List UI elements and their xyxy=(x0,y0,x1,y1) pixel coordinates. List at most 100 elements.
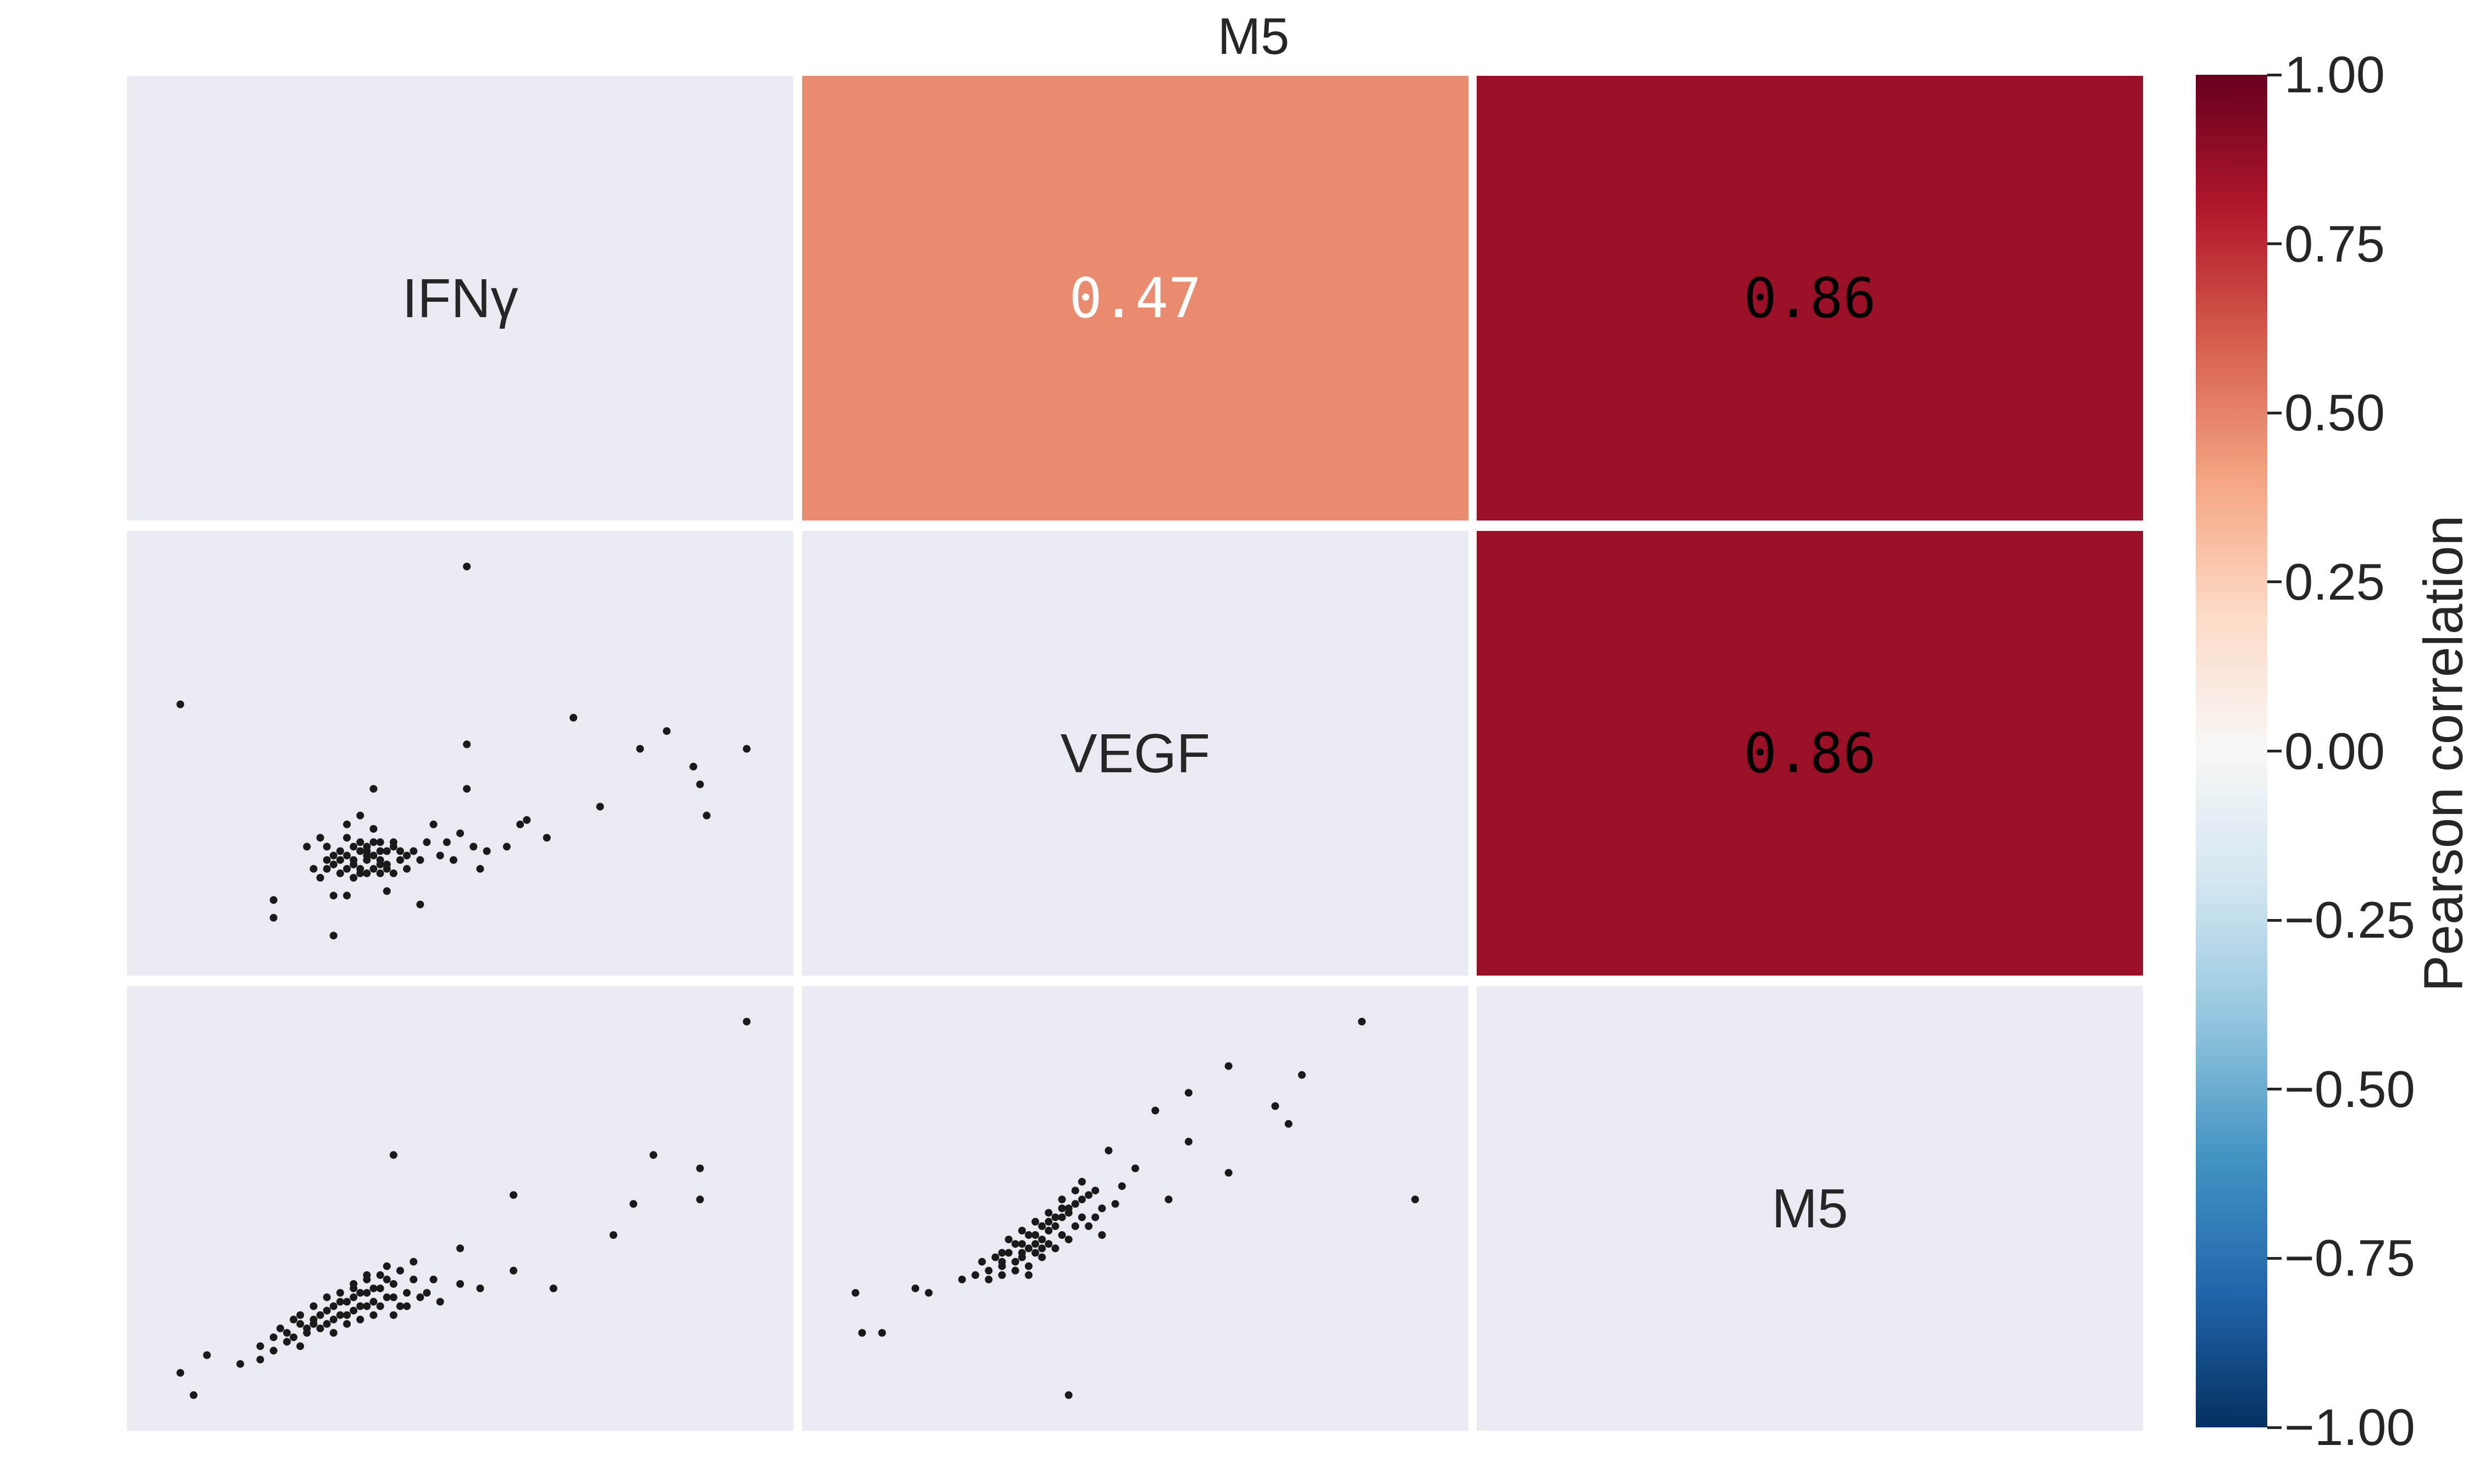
colorbar-tick-label-0: 1.00 xyxy=(2284,46,2385,103)
scatter-point-ifng-m5-37 xyxy=(356,1302,365,1310)
scatter-point-ifng-vegf-32 xyxy=(502,843,511,851)
scatter-point-vegf-m5-46 xyxy=(1025,1262,1033,1270)
scatter-point-vegf-m5-39 xyxy=(1018,1240,1026,1248)
scatter-point-ifng-m5-51 xyxy=(343,1320,351,1328)
scatter-point-ifng-vegf-34 xyxy=(310,865,318,873)
scatter-point-vegf-m5-59 xyxy=(1025,1231,1033,1239)
scatter-point-vegf-m5-16 xyxy=(1164,1195,1173,1204)
scatter-point-vegf-m5-57 xyxy=(998,1249,1006,1257)
scatter-point-vegf-m5-43 xyxy=(978,1258,986,1266)
scatter-point-ifng-vegf-72 xyxy=(350,843,358,851)
scatter-point-ifng-vegf-15 xyxy=(269,896,278,904)
scatter-point-ifng-m5-54 xyxy=(389,1311,397,1319)
scatter-panel-ifng-m5 xyxy=(127,986,793,1431)
scatter-point-ifng-m5-7 xyxy=(510,1191,517,1199)
colorbar-tick-mark-8 xyxy=(2267,1426,2282,1429)
colorbar-tick-label-8: −1.00 xyxy=(2284,1398,2415,1456)
colorbar-tick-mark-1 xyxy=(2267,242,2282,246)
scatter-point-ifng-m5-27 xyxy=(363,1289,371,1297)
scatter-point-ifng-vegf-82 xyxy=(449,856,457,864)
scatter-point-vegf-m5-7 xyxy=(1185,1138,1192,1146)
scatter-point-ifng-m5-18 xyxy=(236,1360,244,1368)
scatter-point-vegf-m5-37 xyxy=(991,1253,999,1261)
scatter-point-ifng-m5-29 xyxy=(389,1280,397,1288)
corr-cell-ifng-vegf: 0.47 xyxy=(802,76,1468,520)
scatter-point-ifng-m5-22 xyxy=(296,1320,305,1328)
scatter-point-ifng-m5-38 xyxy=(369,1298,378,1306)
scatter-point-ifng-vegf-1 xyxy=(463,562,471,571)
scatter-point-ifng-vegf-51 xyxy=(350,874,358,882)
scatter-point-ifng-m5-68 xyxy=(290,1315,297,1324)
colorbar-tick-mark-5 xyxy=(2267,918,2282,922)
scatter-point-ifng-vegf-5 xyxy=(743,745,751,753)
scatter-point-vegf-m5-52 xyxy=(1031,1217,1040,1226)
scatter-point-vegf-m5-67 xyxy=(1018,1253,1026,1261)
scatter-point-ifng-vegf-63 xyxy=(389,838,397,846)
scatter-point-vegf-m5-29 xyxy=(1038,1236,1046,1244)
scatter-point-vegf-m5-13 xyxy=(1284,1120,1293,1128)
scatter-point-vegf-m5-38 xyxy=(1004,1249,1013,1257)
chart-title: M5 xyxy=(1217,7,1290,65)
scatter-point-ifng-vegf-48 xyxy=(423,838,431,846)
scatter-point-ifng-vegf-14 xyxy=(543,834,551,842)
colorbar-tick-mark-3 xyxy=(2267,580,2282,584)
scatter-point-vegf-m5-53 xyxy=(1045,1209,1053,1217)
scatter-point-vegf-m5-62 xyxy=(1064,1204,1073,1212)
scatter-point-vegf-m5-12 xyxy=(1271,1102,1279,1110)
scatter-point-ifng-m5-2 xyxy=(743,1017,751,1026)
scatter-point-ifng-vegf-64 xyxy=(403,865,411,873)
scatter-point-ifng-m5-73 xyxy=(436,1298,444,1306)
scatter-point-ifng-m5-47 xyxy=(383,1262,391,1270)
scatter-point-vegf-m5-54 xyxy=(1058,1195,1066,1204)
scatter-point-ifng-vegf-58 xyxy=(316,874,324,882)
scatter-point-ifng-m5-31 xyxy=(416,1293,424,1302)
scatter-point-vegf-m5-8 xyxy=(1151,1106,1159,1115)
scatter-point-ifng-vegf-75 xyxy=(416,856,424,864)
scatter-point-ifng-m5-20 xyxy=(269,1333,278,1342)
scatter-point-ifng-vegf-21 xyxy=(383,887,391,895)
scatter-point-ifng-vegf-56 xyxy=(369,851,378,860)
scatter-point-vegf-m5-55 xyxy=(1071,1187,1079,1195)
scatter-point-ifng-vegf-10 xyxy=(703,811,711,819)
scatter-point-ifng-m5-60 xyxy=(369,1284,378,1293)
scatter-point-ifng-vegf-54 xyxy=(336,847,344,855)
corr-value-vegf-m5: 0.86 xyxy=(1743,721,1876,785)
scatter-point-vegf-m5-49 xyxy=(1064,1236,1073,1244)
diag-panel-ifng: IFNγ xyxy=(127,76,793,520)
scatter-point-ifng-vegf-16 xyxy=(269,913,278,922)
scatter-point-ifng-vegf-77 xyxy=(303,843,311,851)
colorbar-tick-mark-0 xyxy=(2267,73,2282,76)
scatter-point-vegf-m5-44 xyxy=(998,1271,1006,1279)
scatter-point-ifng-m5-24 xyxy=(323,1306,331,1315)
scatter-point-ifng-m5-66 xyxy=(283,1338,291,1346)
scatter-point-ifng-vegf-44 xyxy=(369,865,378,873)
scatter-point-vegf-m5-32 xyxy=(1058,1213,1066,1221)
scatter-point-ifng-m5-70 xyxy=(389,1293,397,1302)
scatter-point-ifng-vegf-60 xyxy=(350,856,358,864)
scatter-point-ifng-m5-41 xyxy=(310,1302,318,1310)
scatter-point-ifng-vegf-31 xyxy=(483,847,491,855)
scatter-point-vegf-m5-22 xyxy=(971,1271,980,1279)
scatter-plot-ifng-m5 xyxy=(176,1017,751,1399)
scatter-point-vegf-m5-77 xyxy=(1078,1178,1086,1186)
scatter-point-vegf-m5-74 xyxy=(1025,1271,1033,1279)
scatter-point-ifng-m5-12 xyxy=(456,1244,464,1253)
scatter-point-vegf-m5-50 xyxy=(1004,1236,1013,1244)
scatter-point-vegf-m5-11 xyxy=(1298,1071,1306,1079)
scatter-point-vegf-m5-69 xyxy=(1045,1240,1053,1248)
scatter-point-vegf-m5-23 xyxy=(985,1266,993,1275)
scatter-point-vegf-m5-6 xyxy=(1224,1169,1233,1177)
scatter-point-vegf-m5-30 xyxy=(1045,1227,1053,1234)
scatter-point-ifng-m5-35 xyxy=(329,1315,338,1324)
scatter-point-vegf-m5-66 xyxy=(1111,1200,1119,1208)
scatter-point-ifng-m5-52 xyxy=(356,1315,365,1324)
scatter-point-ifng-m5-42 xyxy=(323,1293,331,1302)
scatter-point-vegf-m5-1 xyxy=(858,1329,866,1337)
scatter-point-ifng-m5-11 xyxy=(549,1284,557,1293)
scatter-point-ifng-vegf-78 xyxy=(316,834,324,842)
colorbar-tick-label-6: −0.50 xyxy=(2284,1060,2415,1118)
scatter-point-ifng-vegf-49 xyxy=(329,860,338,868)
scatter-point-ifng-vegf-6 xyxy=(689,762,698,771)
colorbar-tick-label-7: −0.75 xyxy=(2284,1229,2415,1287)
